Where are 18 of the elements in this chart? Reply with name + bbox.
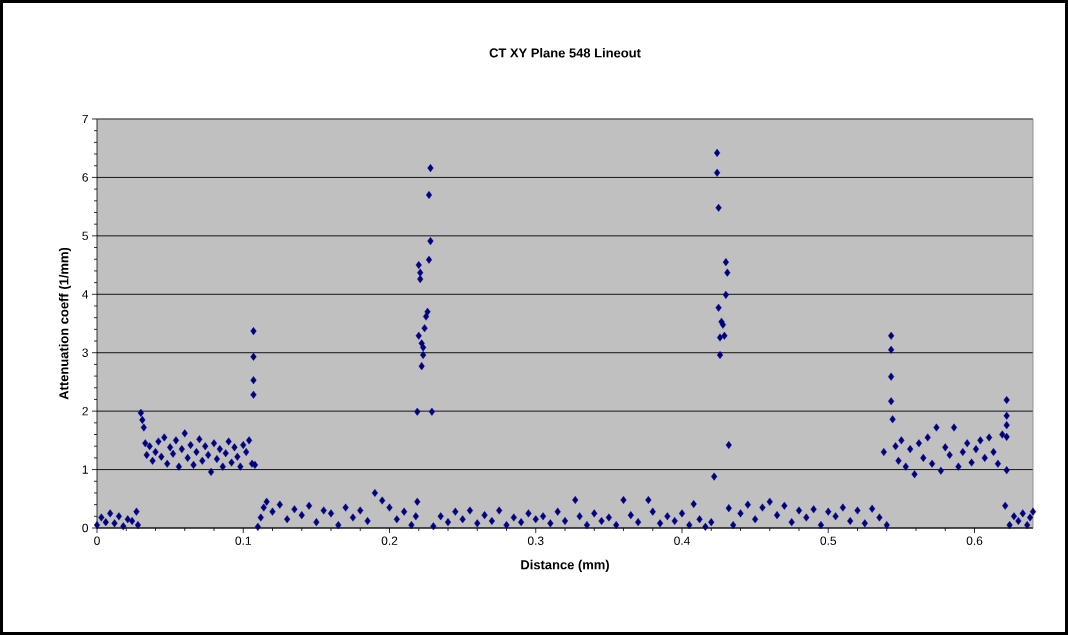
- x-tick-label: 0.1: [235, 536, 251, 545]
- y-tick-label: 0: [82, 523, 89, 533]
- y-tick-label: 7: [82, 114, 88, 124]
- y-tick-label: 2: [82, 406, 88, 416]
- y-tick-label: 6: [82, 173, 88, 182]
- chart-title: CT XY Plane 548 Lineout: [489, 47, 641, 58]
- x-tick-label: 0.2: [381, 536, 398, 545]
- y-axis-title: Attenuation coeff (1/mm): [58, 247, 71, 400]
- y-tick-label: 3: [82, 348, 88, 357]
- y-tick-label: 1: [82, 465, 88, 474]
- x-tick-label: 0.4: [674, 536, 690, 545]
- x-tick-label: 0: [94, 536, 100, 545]
- x-tick-label: 0.3: [527, 536, 544, 545]
- y-tick-label: 4: [82, 290, 89, 299]
- x-tick-label: 0.5: [820, 536, 837, 545]
- x-axis-title: Distance (mm): [521, 559, 609, 572]
- x-tick-label: 0.6: [966, 536, 983, 545]
- y-tick-label: 5: [82, 231, 88, 241]
